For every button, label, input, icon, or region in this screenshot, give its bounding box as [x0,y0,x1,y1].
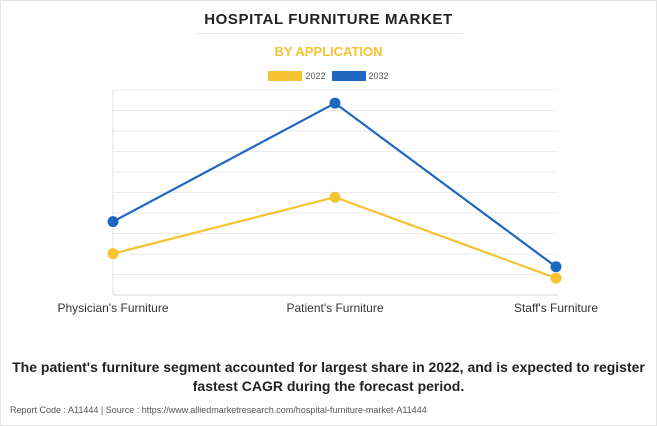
x-tick-label: Physician's Furniture [58,301,169,315]
data-point-2032 [107,216,119,228]
data-point-2022 [107,248,119,260]
chart-title: HOSPITAL FURNITURE MARKET [204,11,453,28]
legend-label-2032: 2032 [368,71,389,81]
legend-label-2022: 2022 [305,71,326,81]
data-point-2032 [550,261,562,273]
legend-swatch-2032 [331,71,366,81]
data-point-2022 [329,191,341,203]
legend-swatch-2022 [268,71,303,81]
series-line-2022 [112,196,557,280]
legend-item-2032[interactable]: 2032 [331,71,389,81]
legend-item-2022[interactable]: 2022 [268,71,326,81]
chart-legend: 2022 2032 [0,71,657,81]
x-tick-label: Patient's Furniture [286,301,383,315]
data-point-2032 [329,97,341,109]
x-tick-label: Staff's Furniture [514,301,598,315]
data-point-2022 [550,272,562,284]
series-line-2032 [112,102,557,268]
chart-summary: The patient's furniture segment accounte… [12,359,645,394]
source-line: Report Code : A11444 | Source : https://… [10,405,427,415]
chart-subtitle: BY APPLICATION [274,44,383,59]
title-divider [195,33,463,34]
